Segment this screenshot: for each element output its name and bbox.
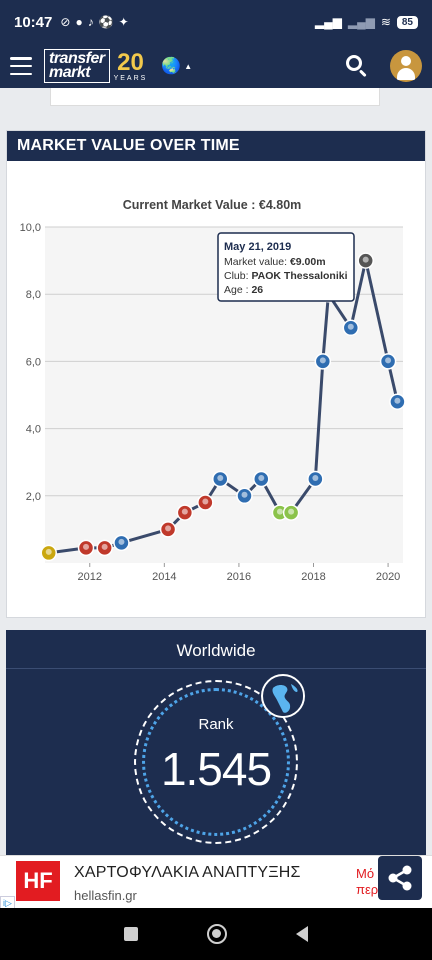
transfermarkt-logo[interactable]: transfer markt	[44, 49, 110, 83]
soccer-ball-icon: ⚽	[98, 15, 114, 29]
search-icon[interactable]	[346, 55, 368, 78]
club-crest-point[interactable]	[77, 539, 95, 557]
tooltip-club-label: Club:	[224, 270, 249, 282]
logo-years-number: 20	[117, 48, 144, 76]
x-tick-label: 2018	[301, 571, 325, 583]
rank-ring-inner	[142, 688, 290, 836]
twitter-icon: ✦	[118, 15, 129, 29]
share-button[interactable]	[378, 856, 422, 900]
ad-side-text-line1: Μό	[356, 866, 375, 881]
previous-card-bottom	[50, 88, 380, 106]
club-crest-point[interactable]	[176, 504, 194, 521]
alarm-off-icon: ⊘	[60, 15, 71, 29]
logo-line1: transfer	[49, 50, 105, 67]
ad-side-text[interactable]: Μό περ	[356, 866, 396, 898]
ad-headline[interactable]: ΧΑΡΤΟΦΥΛΑΚΙΑ ΑΝΑΠΤΥΞΗΣ	[74, 864, 301, 881]
chart-current-value-label: Current Market Value : €4.80m	[123, 198, 302, 212]
globe-americas-icon	[261, 674, 305, 718]
status-bar: 10:47 ⊘ ● ♪ ⚽ ✦ ▂▄▆ ▂▄▆ ≋ 85	[0, 0, 432, 44]
recent-apps-button[interactable]	[124, 927, 139, 941]
status-time: 10:47	[14, 13, 53, 31]
club-crest-point[interactable]	[307, 470, 324, 488]
battery-icon: 85	[396, 15, 418, 29]
market-value-chart: Current Market Value : €4.80m 10,0 8,0 6,0…	[20, 198, 406, 583]
worldwide-panel: Worldwide Rank 1.545	[6, 630, 426, 860]
y-tick-label: 10,0	[20, 222, 41, 234]
tooltip-value-row: Market value: €9.00m	[224, 256, 326, 268]
tooltip-value-label: Market value:	[224, 256, 287, 268]
y-tick-label: 2,0	[26, 491, 41, 503]
logo-anniversary-badge: 20 YEARS	[113, 48, 148, 82]
logo-line2: markt	[49, 64, 91, 81]
ad-side-text-line2: περ	[356, 882, 379, 897]
x-tick-label: 2020	[376, 571, 400, 583]
club-crest-point[interactable]	[40, 544, 57, 562]
tooltip-age-label: Age :	[224, 284, 249, 296]
rank-label: Rank	[198, 716, 234, 733]
tooltip-club: PAOK Thessaloniki	[251, 270, 347, 282]
facebook-icon: ●	[75, 15, 83, 29]
club-crest-point[interactable]	[379, 353, 397, 370]
tiktok-icon: ♪	[87, 15, 94, 29]
tooltip-age-row: Age : 26	[224, 284, 263, 296]
ad-banner[interactable]: HF ΧΑΡΤΟΦΥΛΑΚΙΑ ΑΝΑΠΤΥΞΗΣ hellasfin.gr Μ…	[0, 855, 432, 911]
wifi-icon: ≋	[380, 15, 391, 29]
tooltip-value: €9.00m	[290, 256, 326, 268]
x-tick-label: 2016	[227, 571, 251, 583]
club-crest-point[interactable]	[96, 539, 113, 557]
tooltip-club-row: Club: PAOK Thessaloniki	[224, 270, 348, 282]
worldwide-title: Worldwide	[176, 641, 256, 660]
market-value-title: MARKET VALUE OVER TIME	[7, 131, 425, 161]
club-crest-point[interactable]	[357, 252, 374, 269]
tooltip-date: May 21, 2019	[224, 241, 291, 253]
rank-value: 1.545	[160, 743, 272, 795]
club-crest-point[interactable]	[314, 353, 332, 370]
market-value-panel: MARKET VALUE OVER TIME Current Market Va…	[6, 130, 426, 618]
home-button[interactable]	[206, 924, 227, 944]
signal-icon: ▂▄▆	[314, 15, 342, 29]
club-crest-point[interactable]	[113, 534, 130, 552]
user-avatar-icon[interactable]	[390, 50, 422, 82]
y-tick-label: 4,0	[26, 424, 41, 436]
x-tick-label: 2014	[152, 571, 176, 583]
logo-years-label: YEARS	[113, 74, 148, 82]
tooltip-box	[217, 232, 355, 302]
rank-ring	[134, 680, 298, 844]
x-tick-label: 2012	[78, 571, 102, 583]
y-tick-label: 6,0	[26, 356, 41, 368]
club-crest-point[interactable]	[236, 487, 253, 505]
club-crest-point[interactable]	[159, 521, 177, 538]
share-icon	[388, 865, 412, 891]
globe-icon[interactable]: 🌏	[161, 58, 182, 75]
tooltip-age: 26	[251, 284, 263, 296]
club-crest-point[interactable]	[342, 319, 360, 337]
club-crest-point[interactable]	[197, 494, 214, 511]
signal-icon-2: ▂▄▆	[347, 15, 375, 29]
app-header: transfer markt 20 YEARS 🌏 ▲	[0, 44, 432, 88]
club-crest-point[interactable]	[253, 470, 270, 488]
caret-up-icon[interactable]: ▲	[184, 61, 193, 71]
y-tick-label: 8,0	[26, 289, 41, 301]
menu-icon[interactable]	[10, 57, 32, 75]
club-crest-point[interactable]	[389, 393, 406, 410]
ad-logo[interactable]: HF	[16, 861, 60, 901]
ad-domain[interactable]: hellasfin.gr	[74, 888, 137, 903]
back-button[interactable]	[295, 926, 308, 942]
club-crest-point[interactable]	[282, 504, 300, 521]
club-crest-point[interactable]	[212, 470, 229, 488]
android-nav-bar	[0, 908, 432, 960]
status-right: ▂▄▆ ▂▄▆ ≋ 85	[315, 15, 418, 29]
worldwide-divider	[6, 668, 426, 669]
chart-tooltip: May 21, 2019 Market value: €9.00m Club: …	[217, 232, 355, 302]
